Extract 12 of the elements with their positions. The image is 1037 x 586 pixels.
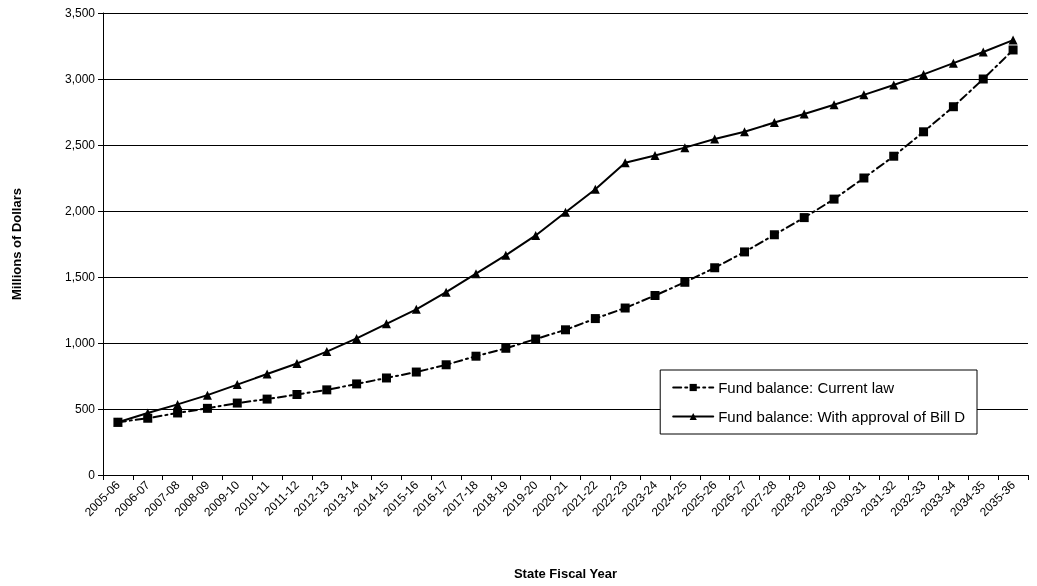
y-tick-label: 0: [88, 468, 96, 482]
y-tick-label: 2,500: [64, 138, 96, 152]
y-axis-title: Millions of Dollars: [9, 188, 24, 300]
y-tick-label: 1,500: [64, 270, 96, 284]
y-tick-label: 500: [74, 402, 96, 416]
y-tick-label: 3,000: [64, 72, 96, 86]
y-tick-label: 2,000: [64, 204, 96, 218]
y-tick-label: 3,500: [64, 6, 96, 20]
legend-label: Fund balance: Current law: [718, 379, 895, 396]
legend-label: Fund balance: With approval of Bill D: [718, 408, 966, 425]
y-tick-label: 1,000: [64, 336, 96, 350]
x-axis-title: State Fiscal Year: [513, 566, 618, 581]
